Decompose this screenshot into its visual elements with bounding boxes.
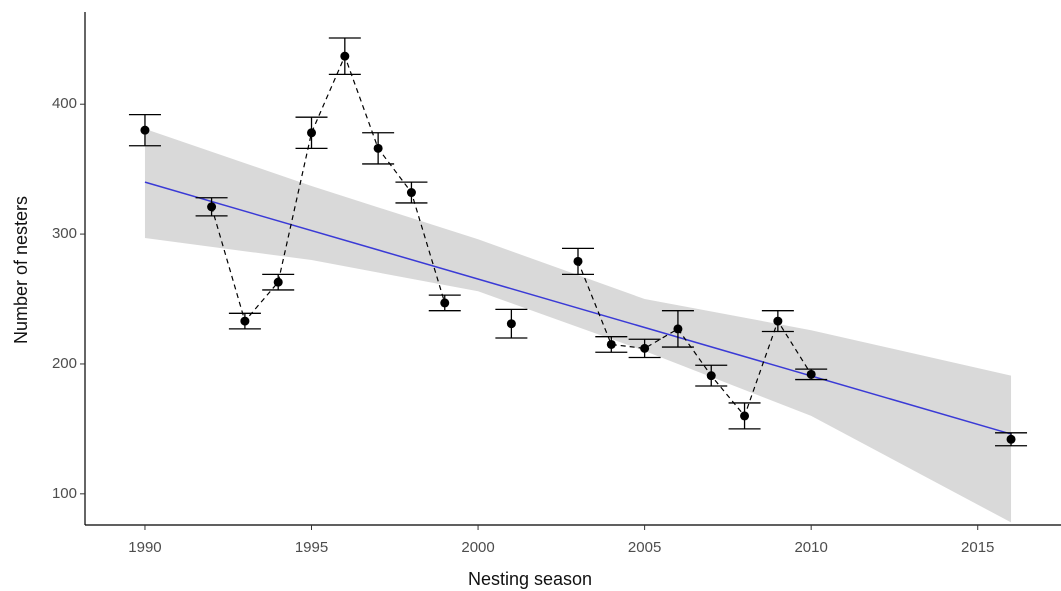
- connecting-line: [577, 261, 812, 418]
- x-tick-label: 2000: [461, 539, 494, 556]
- x-tick-label: 2005: [628, 539, 661, 556]
- y-tick-label: 400: [52, 95, 77, 112]
- y-axis-label: Number of nesters: [11, 196, 31, 344]
- connecting-line: [211, 54, 446, 323]
- point: [207, 202, 217, 212]
- point: [1006, 434, 1016, 444]
- point: [573, 256, 583, 266]
- x-tick-label: 1995: [295, 539, 328, 556]
- fit-line: [144, 181, 1012, 435]
- x-tick-label: 2010: [794, 539, 827, 556]
- point: [740, 411, 750, 421]
- point: [640, 343, 650, 353]
- point: [440, 298, 450, 308]
- confidence-band: [144, 128, 1012, 523]
- point: [673, 324, 683, 334]
- point: [773, 316, 783, 326]
- point: [373, 143, 383, 153]
- point: [806, 369, 816, 379]
- point: [140, 125, 150, 135]
- point: [706, 371, 716, 381]
- point: [340, 51, 350, 61]
- point: [606, 339, 616, 349]
- point: [273, 277, 283, 287]
- x-tick-label: 1990: [128, 539, 161, 556]
- y-tick-label: 200: [52, 355, 77, 372]
- y-tick-label: 300: [52, 225, 77, 242]
- point: [506, 319, 516, 329]
- y-tick-label: 100: [52, 485, 77, 502]
- x-tick-label: 2015: [961, 539, 994, 556]
- point: [240, 316, 250, 326]
- point: [307, 128, 317, 138]
- point: [406, 188, 416, 198]
- x-axis-label: Nesting season: [468, 569, 592, 589]
